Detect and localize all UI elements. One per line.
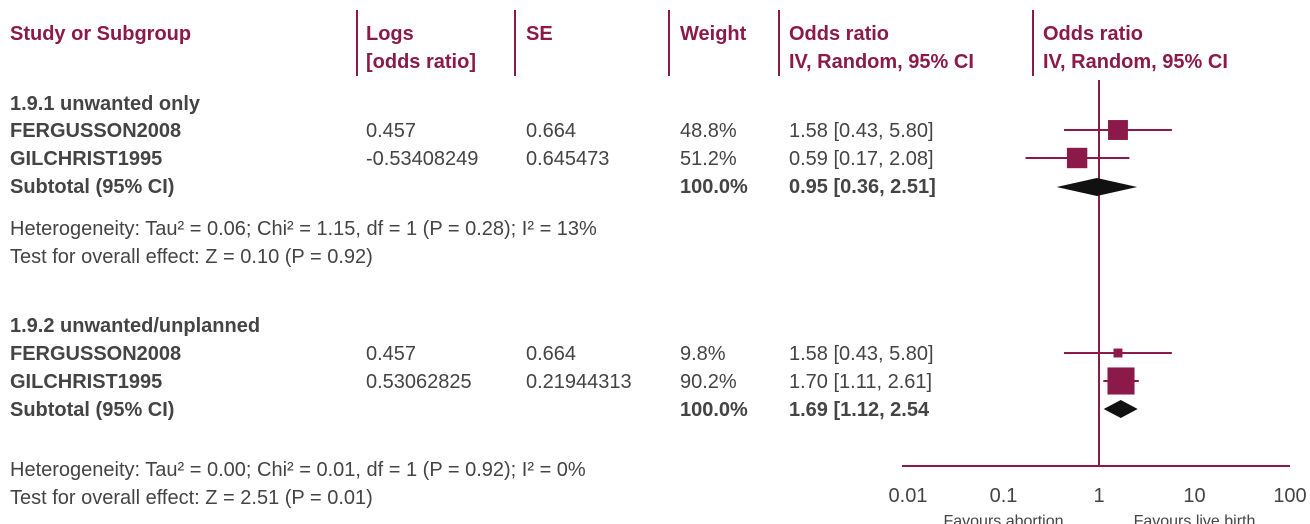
logs-value: 0.53062825 bbox=[366, 371, 472, 393]
heterogeneity-text: Heterogeneity: Tau² = 0.00; Chi² = 0.01,… bbox=[10, 459, 586, 481]
header-divider bbox=[668, 10, 670, 76]
header-logs-line2: [odds ratio] bbox=[366, 51, 476, 73]
study-name: GILCHRIST1995 bbox=[10, 148, 163, 170]
se-value: 0.21944313 bbox=[526, 371, 632, 393]
group-title: 1.9.2 unwanted/unplanned bbox=[10, 315, 261, 337]
group-title: 1.9.1 unwanted only bbox=[10, 93, 201, 115]
weight-value: 90.2% bbox=[680, 371, 737, 393]
weight-value: 48.8% bbox=[680, 120, 737, 142]
favours-left-label: Favours abortion bbox=[943, 513, 1063, 524]
se-value: 0.664 bbox=[526, 120, 577, 142]
header-plot-line2: IV, Random, 95% CI bbox=[1043, 51, 1228, 73]
header-or-line1: Odds ratio bbox=[789, 23, 890, 45]
se-value: 0.645473 bbox=[526, 148, 610, 170]
header-se: SE bbox=[526, 23, 553, 45]
study-marker bbox=[1113, 348, 1123, 358]
header-or-line2: IV, Random, 95% CI bbox=[789, 51, 974, 73]
tick-label: 0.01 bbox=[889, 485, 928, 507]
favours-right-label: Favours live birth bbox=[1134, 513, 1256, 524]
se-value: 0.664 bbox=[526, 343, 577, 365]
subtotal-label: Subtotal (95% CI) bbox=[10, 176, 175, 198]
overall-effect-text: Test for overall effect: Z = 0.10 (P = 0… bbox=[10, 246, 373, 268]
header-study: Study or Subgroup bbox=[10, 23, 192, 45]
study-name: FERGUSSON2008 bbox=[10, 120, 182, 142]
study-name: GILCHRIST1995 bbox=[10, 371, 163, 393]
subtotal-ci: 1.69 [1.12, 2.54 bbox=[789, 399, 930, 421]
study-marker bbox=[1066, 147, 1088, 169]
tick-label: 10 bbox=[1183, 485, 1205, 507]
logs-value: 0.457 bbox=[366, 343, 417, 365]
header-divider bbox=[778, 10, 780, 76]
ci-value: 1.58 [0.43, 5.80] bbox=[789, 343, 934, 365]
subtotal-ci: 0.95 [0.36, 2.51] bbox=[789, 176, 936, 198]
header-logs-line1: Logs bbox=[366, 23, 414, 45]
heterogeneity-text: Heterogeneity: Tau² = 0.06; Chi² = 1.15,… bbox=[10, 218, 597, 240]
header-plot-line1: Odds ratio bbox=[1043, 23, 1144, 45]
study-name: FERGUSSON2008 bbox=[10, 343, 182, 365]
tick-label: 1 bbox=[1093, 485, 1104, 507]
subtotal-weight: 100.0% bbox=[680, 399, 748, 421]
header-weight: Weight bbox=[680, 23, 747, 45]
overall-effect-text: Test for overall effect: Z = 2.51 (P = 0… bbox=[10, 487, 373, 509]
weight-value: 9.8% bbox=[680, 343, 726, 365]
header-divider bbox=[1032, 10, 1034, 76]
ci-value: 0.59 [0.17, 2.08] bbox=[789, 148, 934, 170]
logs-value: -0.53408249 bbox=[366, 148, 479, 170]
header-divider bbox=[356, 10, 358, 76]
header-divider bbox=[514, 10, 516, 76]
subtotal-diamond bbox=[1103, 400, 1138, 418]
subtotal-label: Subtotal (95% CI) bbox=[10, 399, 175, 421]
tick-label: 100 bbox=[1273, 485, 1306, 507]
weight-value: 51.2% bbox=[680, 148, 737, 170]
subtotal-weight: 100.0% bbox=[680, 176, 748, 198]
logs-value: 0.457 bbox=[366, 120, 417, 142]
tick-label: 0.1 bbox=[990, 485, 1018, 507]
study-marker bbox=[1107, 367, 1135, 395]
subtotal-diamond bbox=[1056, 178, 1138, 196]
study-marker bbox=[1108, 120, 1128, 140]
ci-value: 1.58 [0.43, 5.80] bbox=[789, 120, 934, 142]
ci-value: 1.70 [1.11, 2.61] bbox=[789, 371, 933, 393]
